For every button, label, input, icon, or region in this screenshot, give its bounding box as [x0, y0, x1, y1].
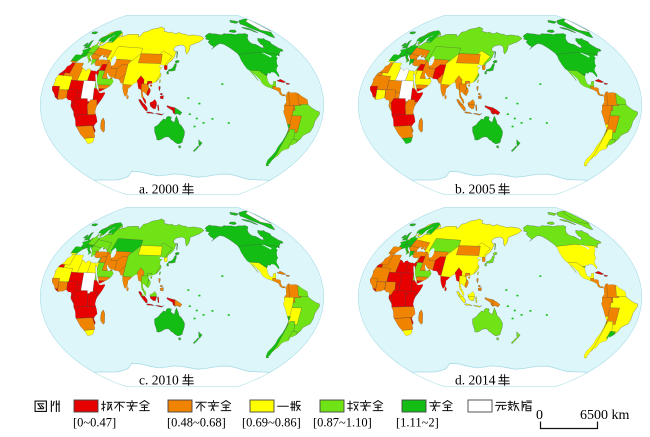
svg-text:[0~0.47]: [0~0.47]: [73, 416, 116, 430]
svg-text:c. 2010: c. 2010: [139, 373, 179, 388]
svg-text:b. 2005: b. 2005: [455, 182, 496, 197]
svg-text:[1.11~2]: [1.11~2]: [396, 416, 439, 430]
svg-text:d. 2014: d. 2014: [455, 373, 496, 388]
svg-text:a. 2000: a. 2000: [139, 182, 179, 197]
svg-text:[0.69~0.86]: [0.69~0.86]: [242, 416, 301, 430]
svg-text:6500 km: 6500 km: [580, 408, 630, 423]
svg-text:[0.87~1.10]: [0.87~1.10]: [313, 416, 372, 430]
svg-text:[0.48~0.68]: [0.48~0.68]: [167, 416, 226, 430]
svg-text:0: 0: [536, 408, 543, 423]
